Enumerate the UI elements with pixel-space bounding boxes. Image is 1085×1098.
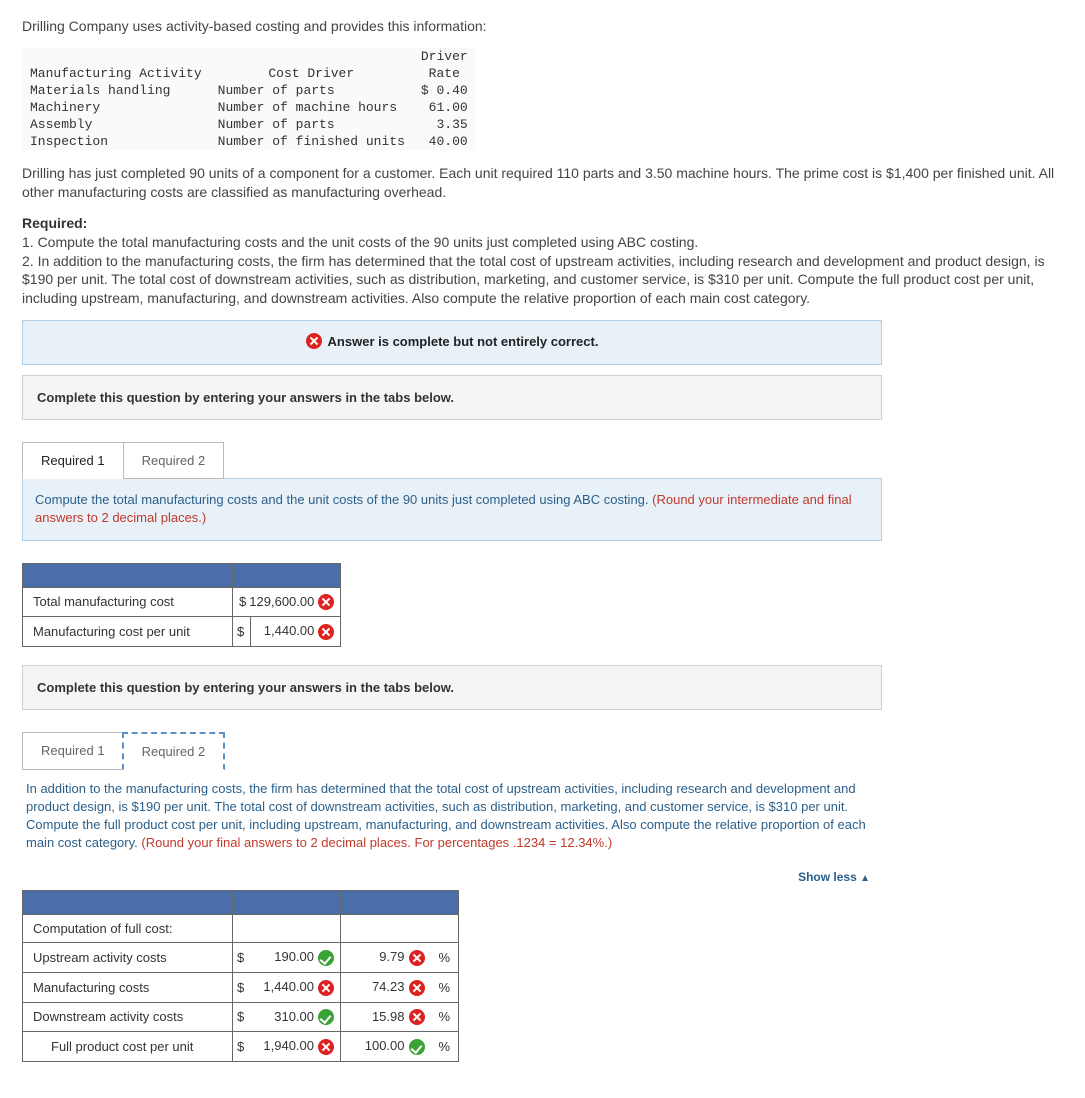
dollar-sign: $ — [233, 1002, 251, 1032]
tab-required-1[interactable]: Required 1 — [22, 442, 124, 479]
percent-symbol: % — [431, 973, 459, 1003]
percent-symbol: % — [431, 1032, 459, 1062]
rate-cell: 3.35 — [413, 116, 476, 133]
incorrect-icon — [318, 980, 334, 996]
rate-cell: 61.00 — [413, 99, 476, 116]
amount-cell[interactable]: 1,940.00 — [251, 1032, 341, 1062]
incorrect-icon — [318, 594, 334, 610]
incorrect-icon — [318, 624, 334, 640]
dollar-sign: $ — [239, 594, 246, 609]
incorrect-icon — [409, 980, 425, 996]
required-item-2: 2. In addition to the manufacturing cost… — [22, 253, 1045, 307]
table-row: Materials handling Number of parts $ 0.4… — [22, 82, 476, 99]
prompt-b-note: (Round your final answers to 2 decimal p… — [141, 835, 612, 850]
table-row: Assembly Number of parts 3.35 — [22, 116, 476, 133]
table-row: Manufacturing costs$1,440.0074.23% — [23, 973, 459, 1003]
error-icon — [306, 333, 322, 349]
table-row: Downstream activity costs$310.0015.98% — [23, 1002, 459, 1032]
driver-rate-table: Driver Manufacturing Activity Cost Drive… — [22, 48, 476, 150]
dollar-sign: $ — [233, 973, 251, 1003]
driver-cell: Number of parts — [210, 82, 413, 99]
row-label: Manufacturing costs — [23, 973, 233, 1003]
driver-col-hdr-a: Driver — [413, 48, 476, 65]
row-label: Upstream activity costs — [23, 943, 233, 973]
status-message: Answer is complete but not entirely corr… — [328, 334, 599, 349]
driver-cell: Number of finished units — [210, 133, 413, 150]
table-row: Machinery Number of machine hours 61.00 — [22, 99, 476, 116]
activity-cell: Materials handling — [22, 82, 210, 99]
percent-cell[interactable]: 9.79 — [341, 943, 431, 973]
activity-cell: Inspection — [22, 133, 210, 150]
instruction-bar-2: Complete this question by entering your … — [22, 665, 882, 710]
correct-icon — [318, 950, 334, 966]
table-row: Computation of full cost: — [23, 915, 459, 943]
percent-symbol: % — [431, 943, 459, 973]
label-computation-hdr: Computation of full cost: — [23, 915, 233, 943]
instruction-bar-1: Complete this question by entering your … — [22, 375, 882, 420]
blank-header — [23, 563, 233, 587]
label-mfg-cost-per-unit: Manufacturing cost per unit — [23, 617, 233, 647]
required-item-1: 1. Compute the total manufacturing costs… — [22, 234, 698, 250]
intro-text: Drilling Company uses activity-based cos… — [22, 18, 1063, 34]
rate-cell: $ 0.40 — [413, 82, 476, 99]
rate-col-hdr: Rate — [413, 65, 476, 82]
val-total-mfg-cost[interactable]: 129,600.00 — [249, 594, 314, 609]
prompt-a-main: Compute the total manufacturing costs an… — [35, 492, 652, 507]
tabs-2: Required 1 Required 2 — [22, 732, 882, 770]
correct-icon — [318, 1009, 334, 1025]
tab-required-2-b[interactable]: Required 2 — [122, 732, 226, 770]
driver-cell: Number of machine hours — [210, 99, 413, 116]
tabs-1: Required 1 Required 2 — [22, 442, 882, 479]
activity-col-hdr: Manufacturing Activity — [22, 65, 210, 82]
show-less-toggle[interactable]: Show less ▲ — [22, 864, 882, 890]
tab-required-1-b[interactable]: Required 1 — [22, 732, 123, 770]
blank-header — [341, 891, 459, 915]
percent-cell[interactable]: 15.98 — [341, 1002, 431, 1032]
costdriver-col-hdr: Cost Driver — [210, 65, 413, 82]
activity-cell: Assembly — [22, 116, 210, 133]
table-row: Inspection Number of finished units 40.0… — [22, 133, 476, 150]
required-block: Required: 1. Compute the total manufactu… — [22, 214, 1063, 308]
driver-cell: Number of parts — [210, 116, 413, 133]
tab-required-2[interactable]: Required 2 — [123, 442, 225, 479]
table-row: Manufacturing cost per unit $ 1,440.00 — [23, 617, 341, 647]
answer-table-b: Computation of full cost: Upstream activ… — [22, 890, 459, 1061]
table-row: Total manufacturing cost $ 129,600.00 — [23, 587, 341, 617]
prompt-box-b: In addition to the manufacturing costs, … — [22, 770, 882, 857]
blank-header — [233, 563, 341, 587]
percent-cell[interactable]: 74.23 — [341, 973, 431, 1003]
incorrect-icon — [409, 1009, 425, 1025]
amount-cell[interactable]: 1,440.00 — [251, 973, 341, 1003]
table-row: Upstream activity costs$190.009.79% — [23, 943, 459, 973]
table-row: Full product cost per unit$1,940.00100.0… — [23, 1032, 459, 1062]
blank-header — [233, 891, 341, 915]
chevron-up-icon: ▲ — [860, 873, 870, 884]
val-mfg-cost-per-unit[interactable]: 1,440.00 — [264, 623, 315, 638]
incorrect-icon — [409, 950, 425, 966]
amount-cell[interactable]: 190.00 — [251, 943, 341, 973]
status-bar: Answer is complete but not entirely corr… — [22, 320, 882, 365]
incorrect-icon — [318, 1039, 334, 1055]
prompt-box-a: Compute the total manufacturing costs an… — [22, 478, 882, 540]
row-label: Full product cost per unit — [23, 1032, 233, 1062]
paragraph-1: Drilling has just completed 90 units of … — [22, 164, 1063, 202]
rate-cell: 40.00 — [413, 133, 476, 150]
activity-cell: Machinery — [22, 99, 210, 116]
percent-symbol: % — [431, 1002, 459, 1032]
correct-icon — [409, 1039, 425, 1055]
dollar-sign: $ — [233, 1032, 251, 1062]
amount-cell[interactable]: 310.00 — [251, 1002, 341, 1032]
percent-cell[interactable]: 100.00 — [341, 1032, 431, 1062]
required-heading: Required: — [22, 215, 87, 231]
dollar-sign: $ — [233, 943, 251, 973]
blank-header — [23, 891, 233, 915]
show-less-label: Show less — [798, 870, 857, 884]
dollar-sign: $ — [233, 617, 251, 647]
row-label: Downstream activity costs — [23, 1002, 233, 1032]
answer-table-a: Total manufacturing cost $ 129,600.00 Ma… — [22, 563, 341, 647]
label-total-mfg-cost: Total manufacturing cost — [23, 587, 233, 617]
